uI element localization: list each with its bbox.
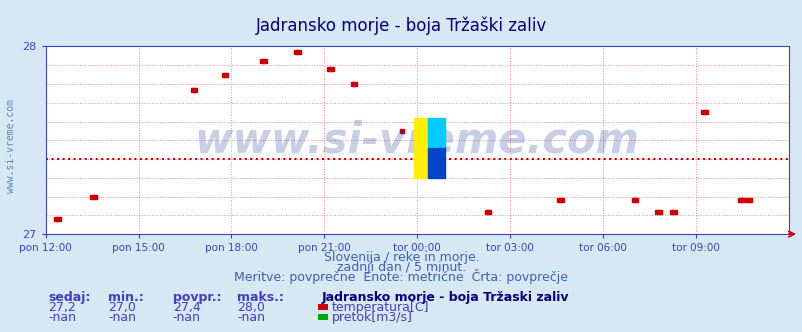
Text: -nan: -nan <box>172 311 200 324</box>
Text: temperatura[C]: temperatura[C] <box>331 301 428 314</box>
Text: Meritve: povprečne  Enote: metrične  Črta: povprečje: Meritve: povprečne Enote: metrične Črta:… <box>234 269 568 284</box>
Text: pretok[m3/s]: pretok[m3/s] <box>331 311 412 324</box>
Bar <box>427 118 444 148</box>
Text: www.si-vreme.com: www.si-vreme.com <box>6 99 16 193</box>
Bar <box>427 148 444 178</box>
Text: 27,2: 27,2 <box>48 301 76 314</box>
Text: Slovenija / reke in morje.: Slovenija / reke in morje. <box>323 251 479 264</box>
Text: min.:: min.: <box>108 291 144 304</box>
Text: Jadransko morje - boja Tržaški zaliv: Jadransko morje - boja Tržaški zaliv <box>256 16 546 35</box>
Text: -nan: -nan <box>108 311 136 324</box>
Text: 28,0: 28,0 <box>237 301 265 314</box>
Text: povpr.:: povpr.: <box>172 291 221 304</box>
Text: zadnji dan / 5 minut.: zadnji dan / 5 minut. <box>337 261 465 274</box>
Text: 27,0: 27,0 <box>108 301 136 314</box>
Text: www.si-vreme.com: www.si-vreme.com <box>194 119 639 161</box>
Text: -nan: -nan <box>48 311 76 324</box>
Text: -nan: -nan <box>237 311 265 324</box>
Bar <box>414 118 427 178</box>
Text: sedaj:: sedaj: <box>48 291 91 304</box>
Text: Jadransko morje - boja Tržaski zaliv: Jadransko morje - boja Tržaski zaliv <box>321 291 568 304</box>
Text: 27,4: 27,4 <box>172 301 200 314</box>
Text: maks.:: maks.: <box>237 291 283 304</box>
